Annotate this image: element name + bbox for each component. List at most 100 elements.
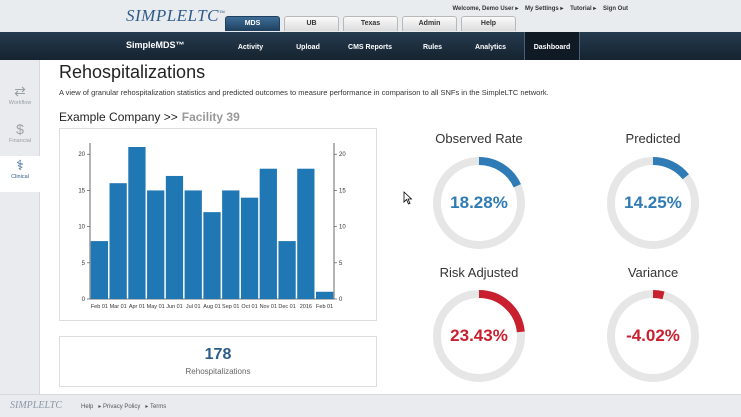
footer-privacy-link[interactable]: Privacy Policy [103,404,141,410]
y-tick-label-right: 5 [339,261,343,267]
gauge-predicted-ring [607,157,699,249]
x-tick-label: Apr 01 [129,304,145,310]
sidebar-item-label: Workflow [8,100,32,106]
x-tick-label: Feb 01 [316,304,333,310]
sidebar-item-workflow[interactable]: ⇄ Workflow [0,82,40,118]
gauge-arc [478,290,525,333]
rehosp-count-value: 178 [204,346,232,363]
gauge-predicted-title: Predicted [625,131,681,146]
breadcrumb: Example Company >> Facility 39 [59,110,240,124]
y-tick-label-left: 10 [78,225,85,231]
sign-out-link[interactable]: Sign Out [603,6,628,12]
chart-bar[interactable] [90,241,109,299]
facility-name: Facility 39 [181,110,240,124]
tab-help[interactable]: Help [461,16,516,31]
footer: SIMPLELTC Help ▸ Privacy Policy ▸ Terms [0,394,741,417]
chart-bar[interactable] [259,168,277,299]
welcome-text: Welcome, Demo User [452,6,514,12]
footer-links: Help ▸ Privacy Policy ▸ Terms [81,404,167,410]
gauge-predicted-value: 14.25% [624,193,682,212]
sidebar-item-clinical[interactable]: ⚕ Clinical [0,156,40,192]
chart-bar[interactable] [165,175,184,299]
nav-bar: SimpleMDS™ Activity Upload CMS Reports R… [0,32,741,60]
chart-bar[interactable] [297,168,315,299]
gauge-observed-ring [433,157,525,249]
chart-bar[interactable] [222,190,240,299]
arrows-icon: ⇄ [14,83,26,99]
chart-bar[interactable] [278,241,296,299]
user-links: Welcome, Demo User ▸ My Settings ▸ Tutor… [452,6,628,12]
x-tick-label: Feb 01 [91,304,108,310]
nav-upload[interactable]: Upload [296,44,320,51]
rehosp-count-panel: 178 Rehospitalizations [59,336,377,387]
page-description: A view of granular rehospitalization sta… [59,88,549,97]
footer-help-link[interactable]: Help [81,404,94,410]
app-logo[interactable]: SIMPLELTC™ [126,6,226,25]
tab-mds[interactable]: MDS [225,16,280,31]
x-tick-label: Jun 01 [166,304,183,310]
x-tick-label: May 01 [147,304,165,310]
x-tick-label: Aug 01 [203,304,220,310]
footer-logo: SIMPLELTC [10,400,63,411]
tutorial-link[interactable]: Tutorial [570,6,592,12]
chart-bar[interactable] [128,147,146,299]
dollar-icon: $ [16,121,24,137]
rehosp-chart-panel: 0 0 5 5 10 10 15 15 20 20 Feb 01 Mar 01 Apr 01 May 01… [59,128,377,321]
footer-terms-link[interactable]: Terms [149,404,167,410]
nav-cms-reports[interactable]: CMS Reports [348,44,392,51]
my-settings-link[interactable]: My Settings [525,6,559,12]
gauge-arc [652,157,689,180]
gauge-arc [478,157,521,188]
gauge-observed-title: Observed Rate [435,131,523,146]
page-title: Rehospitalizations [59,62,206,82]
chart-bar[interactable] [315,291,334,299]
stethoscope-icon: ⚕ [16,157,24,173]
x-tick-label: Jul 01 [186,304,201,310]
sidebar: ⇄ Workflow $ Financial ⚕ Clinical [0,60,40,394]
top-header: SIMPLELTC™ Welcome, Demo User ▸ My Setti… [0,0,741,32]
gauge-variance-title: Variance [627,265,679,280]
nav-dashboard[interactable]: Dashboard [524,32,580,60]
module-tabs: MDS UB Texas Admin Help [225,16,520,32]
x-tick-label: Sep 01 [222,304,239,310]
gauge-risk-ring [433,290,525,382]
sidebar-item-label: Clinical [11,174,29,180]
chart-bar[interactable] [203,212,221,299]
y-tick-label-left: 5 [82,261,86,267]
chart-bar[interactable] [240,197,259,299]
gauge-variance-ring [607,290,699,382]
product-name: SimpleMDS™ [126,40,185,50]
tab-texas[interactable]: Texas [343,16,398,31]
y-tick-label-left: 0 [82,297,86,303]
x-tick-label: Oct 01 [241,304,257,310]
gauge-arc [652,290,665,300]
sidebar-item-financial[interactable]: $ Financial [0,120,40,156]
nav-rules[interactable]: Rules [422,44,443,51]
x-tick-label: Nov 01 [260,304,277,310]
x-tick-label: Mar 01 [110,304,127,310]
nav-activity[interactable]: Activity [237,44,264,51]
x-tick-label: 2016 [300,304,312,310]
y-tick-label-left: 20 [78,152,85,158]
gauge-risk-value: 23.43% [450,326,508,345]
gauge-variance-value: -4.02% [626,326,680,345]
gauge-observed-value: 18.28% [450,193,508,212]
rehosp-count-label: Rehospitalizations [185,367,251,376]
chart-bar[interactable] [184,190,202,299]
tab-admin[interactable]: Admin [402,16,457,31]
chart-bar[interactable] [147,190,165,299]
y-tick-label-right: 0 [339,297,343,303]
company-name[interactable]: Example Company >> [59,110,178,124]
y-tick-label-right: 20 [339,152,346,158]
y-tick-label-right: 10 [339,225,346,231]
sidebar-item-label: Financial [8,138,31,144]
nav-analytics[interactable]: Analytics [474,44,507,51]
x-tick-label: Dec 01 [278,304,295,310]
gauge-risk-title: Risk Adjusted [439,265,519,280]
y-tick-label-right: 15 [339,188,346,194]
chart-bar[interactable] [109,183,127,299]
y-tick-label-left: 15 [78,188,85,194]
mouse-cursor-icon [403,191,413,205]
tab-ub[interactable]: UB [284,16,339,31]
